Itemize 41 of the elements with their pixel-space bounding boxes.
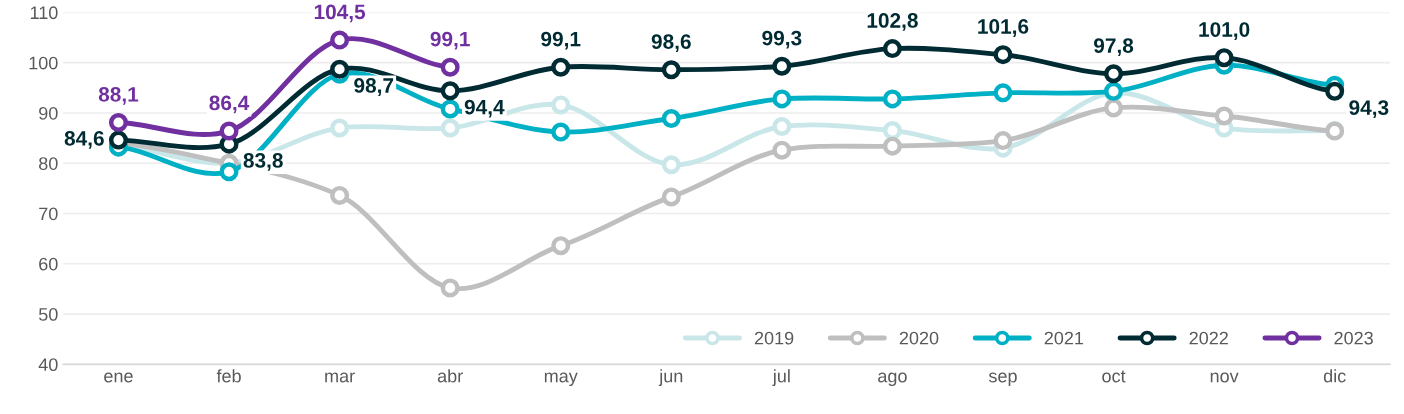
data-label: 101,0: [1199, 22, 1250, 40]
data-label: 94,3: [1349, 100, 1389, 118]
y-tick-label: 80: [39, 157, 58, 170]
data-label: 102,8: [867, 13, 918, 31]
data-label: 83,8: [243, 153, 283, 171]
legend-label: 2022: [1189, 331, 1228, 345]
data-label: 101,6: [978, 19, 1029, 37]
y-tick-label: 110: [30, 6, 58, 20]
legend-label: 2021: [1044, 331, 1084, 345]
data-label: 99,1: [541, 31, 581, 50]
data-label: 94,4: [464, 99, 505, 118]
x-tick-label: sep: [988, 372, 1017, 387]
x-tick-label: nov: [1210, 372, 1239, 383]
data-label: 104,5: [314, 4, 366, 23]
y-tick-label: 50: [38, 307, 58, 321]
legend-label: 2023: [1334, 331, 1373, 345]
data-label: 88,1: [98, 86, 139, 105]
x-tick-label: ago: [878, 372, 907, 387]
data-label: 98,6: [651, 34, 691, 52]
legend-label: 2020: [899, 331, 939, 345]
data-label: 97,8: [1094, 38, 1134, 56]
x-tick-label: feb: [216, 369, 241, 383]
data-label: 86,4: [209, 95, 250, 114]
x-tick-label: oct: [1102, 370, 1126, 383]
x-tick-label: may: [544, 372, 578, 387]
legend-label: 2019: [754, 331, 794, 345]
y-tick-label: 100: [29, 56, 58, 70]
data-label: 99,1: [430, 31, 470, 50]
x-tick-label: mar: [325, 372, 355, 383]
x-tick-label: jul: [772, 369, 790, 387]
x-tick-label: abr: [437, 369, 463, 383]
x-tick-label: ene: [104, 372, 133, 383]
x-tick-label: jun: [658, 369, 683, 387]
y-tick-label: 60: [39, 257, 58, 271]
x-tick-label: dic: [1323, 369, 1346, 383]
y-tick-label: 70: [39, 207, 58, 221]
y-tick-label: 40: [38, 358, 58, 372]
data-label: 84,6: [64, 130, 104, 149]
data-label: 98,7: [354, 78, 394, 96]
y-tick-label: 90: [39, 106, 58, 120]
data-label: 99,3: [762, 30, 802, 49]
